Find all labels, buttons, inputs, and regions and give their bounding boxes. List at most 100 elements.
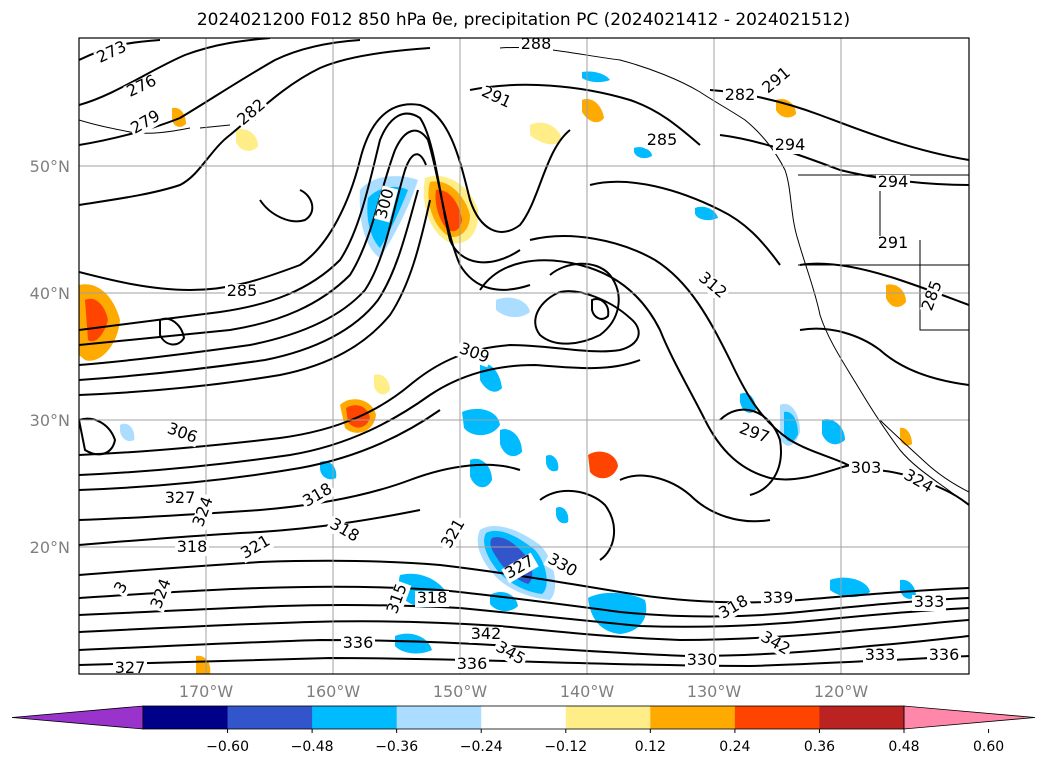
contour-line bbox=[159, 317, 186, 346]
precip-patch-negative bbox=[546, 454, 559, 472]
contour-label-background bbox=[756, 628, 794, 660]
contour-label-background bbox=[384, 580, 412, 618]
precip-patch-negative bbox=[822, 419, 845, 445]
colorbar-tick-label: 0.60 bbox=[973, 739, 1004, 755]
contour-label-background bbox=[761, 591, 795, 607]
precip-patch-negative bbox=[500, 429, 522, 457]
contour-line bbox=[79, 585, 969, 618]
contour-label-background bbox=[477, 83, 515, 113]
colorbar-swatch bbox=[396, 706, 482, 729]
contour-line bbox=[79, 129, 531, 346]
contour-line bbox=[79, 39, 361, 146]
contour-line bbox=[719, 134, 969, 186]
contour-line bbox=[79, 559, 969, 604]
contour-label: 333 bbox=[865, 645, 896, 664]
contour-line bbox=[79, 359, 641, 476]
contour-label: 330 bbox=[687, 650, 718, 669]
precip-patch-negative bbox=[496, 297, 530, 318]
contour-label: 336 bbox=[929, 645, 960, 664]
colorbar-tick-label: −0.60 bbox=[206, 739, 249, 755]
contour-label: 327 bbox=[165, 488, 196, 507]
colorbar-tick-label: 0.48 bbox=[888, 739, 919, 755]
contour-label-background bbox=[225, 284, 259, 300]
precip-patch-positive bbox=[196, 655, 211, 674]
precip-patch-negative bbox=[462, 408, 500, 436]
colorbar-swatch bbox=[734, 706, 820, 729]
lon-tick-label: 130°W bbox=[687, 682, 742, 701]
contour-line bbox=[259, 189, 314, 223]
contour-label-background bbox=[645, 133, 679, 149]
contour-label-background bbox=[341, 636, 375, 652]
contour-line bbox=[79, 619, 969, 642]
colorbar-tick-label: 0.24 bbox=[719, 739, 750, 755]
precip-patch-positive bbox=[172, 107, 186, 127]
precip-patch-negative bbox=[784, 411, 798, 442]
colorbar-tick-label: −0.36 bbox=[375, 739, 418, 755]
precip-patch-negative bbox=[395, 633, 432, 654]
baja-coastline bbox=[879, 419, 969, 493]
colorbar-tick-label: −0.24 bbox=[460, 739, 503, 755]
gridlines bbox=[79, 38, 969, 674]
contour-label-background bbox=[325, 515, 363, 547]
contour-label-background bbox=[491, 638, 529, 670]
contour-line bbox=[79, 635, 969, 658]
contour-label: 285 bbox=[227, 281, 258, 300]
precip-patch-positive bbox=[530, 122, 562, 145]
lat-tick-label: 40°N bbox=[30, 284, 70, 303]
aleutian-islands bbox=[79, 119, 191, 134]
contour-line bbox=[469, 83, 701, 146]
contour-label-background bbox=[899, 466, 937, 498]
precip-patch-positive bbox=[236, 128, 258, 151]
contour-label-background bbox=[237, 532, 275, 564]
contour-label-background bbox=[163, 420, 201, 448]
contour-label-background bbox=[919, 277, 947, 315]
colorbar-tick-label: 0.12 bbox=[635, 739, 666, 755]
lat-tick-label: 30°N bbox=[30, 411, 70, 430]
precip-patch-positive bbox=[374, 374, 390, 395]
contour-label-background bbox=[876, 236, 910, 252]
contour-line bbox=[79, 655, 969, 668]
contour-label-background bbox=[233, 95, 271, 131]
contour-line bbox=[534, 262, 620, 345]
precip-patch-negative bbox=[830, 577, 870, 598]
contour-label-background bbox=[299, 480, 337, 512]
precip-patch-negative bbox=[320, 461, 337, 480]
colorbar-swatch bbox=[481, 706, 567, 729]
lat-tick-label: 50°N bbox=[30, 157, 70, 176]
contour-line bbox=[79, 199, 431, 396]
contour-line bbox=[79, 509, 421, 546]
contour-label: 282 bbox=[725, 85, 756, 104]
colorbar-swatch bbox=[227, 706, 313, 729]
contour-label-background bbox=[773, 138, 807, 154]
contour-label-background bbox=[175, 540, 209, 556]
contour-label-background bbox=[190, 493, 218, 531]
contour-label-background bbox=[723, 88, 757, 104]
contour-label: 336 bbox=[343, 633, 374, 652]
precip-patch-negative bbox=[740, 392, 756, 413]
contour-label-background bbox=[927, 648, 961, 664]
lon-tick-label: 120°W bbox=[814, 682, 869, 701]
contour-label: 336 bbox=[457, 654, 488, 673]
precip-patch-positive bbox=[900, 427, 912, 446]
lon-tick-label: 150°W bbox=[433, 682, 488, 701]
contour-label-background bbox=[127, 107, 165, 139]
contour-label-background bbox=[469, 627, 503, 643]
contour-line bbox=[539, 489, 616, 561]
colorbar-tick-label: −0.48 bbox=[291, 739, 334, 755]
colorbar-swatch bbox=[143, 706, 229, 729]
precip-patch-negative bbox=[695, 206, 718, 221]
theta-e-contours bbox=[79, 38, 969, 668]
contour-line bbox=[79, 189, 419, 381]
lat-tick-label: 20°N bbox=[30, 538, 70, 557]
contour-label-background bbox=[519, 38, 553, 53]
lon-tick-label: 160°W bbox=[306, 682, 361, 701]
contour-label: 333 bbox=[914, 592, 945, 611]
contour-line bbox=[799, 262, 969, 306]
colorbar-tick-label: −0.12 bbox=[544, 739, 587, 755]
contour-line bbox=[591, 298, 610, 320]
precip-patch-negative bbox=[588, 592, 647, 634]
precip-patch-negative bbox=[634, 147, 652, 159]
contour-line bbox=[79, 47, 431, 206]
